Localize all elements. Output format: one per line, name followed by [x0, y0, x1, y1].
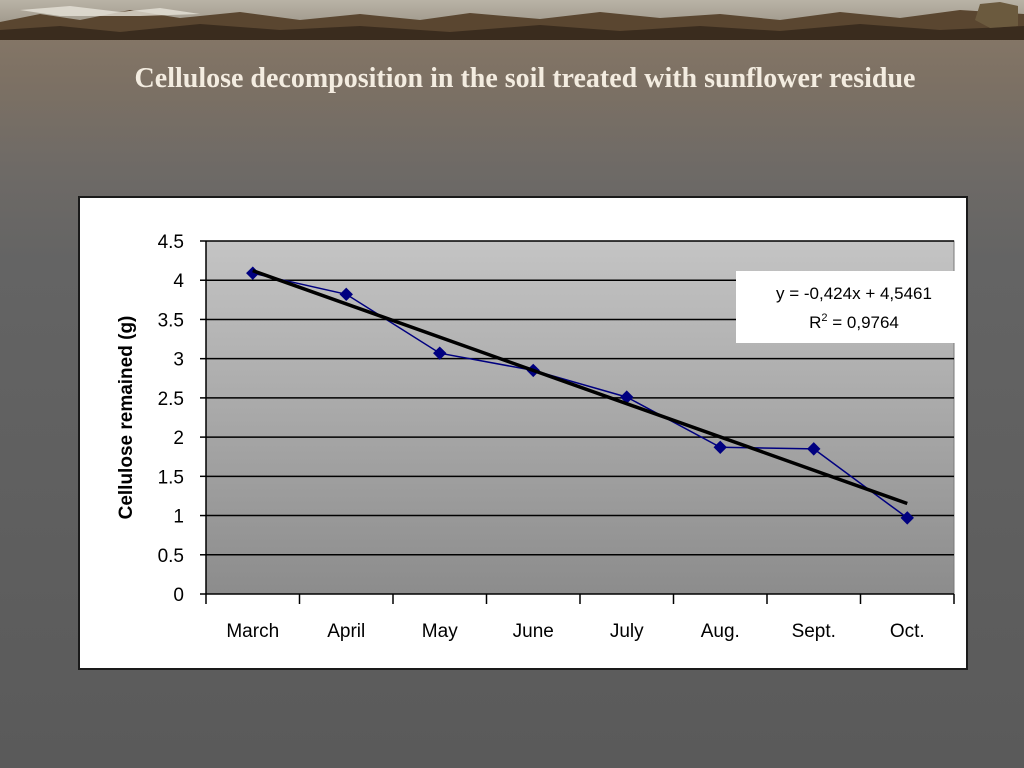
- data-point-marker: [713, 440, 727, 455]
- x-tick-label: June: [513, 621, 554, 642]
- trendline: [252, 268, 908, 506]
- y-tick-label: 2.5: [158, 389, 184, 410]
- slide-title: Cellulose decomposition in the soil trea…: [134, 63, 916, 94]
- x-tick-label: July: [610, 621, 644, 642]
- y-axis-title: Cellulose remained (g): [116, 316, 137, 520]
- series-line: [252, 272, 908, 519]
- data-point-marker: [900, 511, 914, 525]
- trend-layer: [252, 268, 908, 506]
- y-tick-label: 4.5: [158, 232, 184, 253]
- r-squared-value: = 0,9764: [828, 313, 899, 332]
- y-tick-label: 2: [173, 428, 184, 449]
- series-layer: [246, 266, 914, 525]
- x-tick-labels: March April May June July Aug. Sept. Oct.: [226, 621, 924, 642]
- x-tick-label: March: [226, 621, 279, 642]
- y-tick-label: 4: [173, 271, 184, 292]
- r-squared-superscript: 2: [821, 312, 827, 324]
- trendline-r-squared: R2 = 0,9764: [809, 312, 899, 332]
- y-tick-label: 3.5: [158, 310, 184, 331]
- y-tick-label: 0: [173, 585, 184, 606]
- axes: [205, 241, 955, 604]
- decorative-banner: [0, 0, 1024, 40]
- data-point-marker: [339, 287, 353, 302]
- trendline-equation-box: y = -0,424x + 4,5461 R2 = 0,9764: [736, 271, 966, 343]
- y-tick-label: 3: [173, 350, 184, 371]
- x-tick-label: Aug.: [701, 621, 740, 642]
- x-tick-label: April: [327, 621, 365, 642]
- line-chart: 0 0.5 1 1.5 2 2.5 3 3.5 4 4.5 March April May June Ju…: [116, 232, 966, 642]
- r-squared-prefix: R: [809, 313, 821, 332]
- data-point-marker: [433, 346, 447, 360]
- data-point-marker: [807, 442, 821, 456]
- equation-box-background: [736, 271, 966, 343]
- chart-frame: 0 0.5 1 1.5 2 2.5 3 3.5 4 4.5 March April May June Ju…: [78, 196, 968, 670]
- trendline-equation: y = -0,424x + 4,5461: [776, 284, 932, 303]
- y-tick-label: 0.5: [158, 546, 184, 567]
- x-tick-label: Oct.: [890, 621, 925, 642]
- x-tick-label: Sept.: [792, 621, 836, 642]
- y-tick-labels: 0 0.5 1 1.5 2 2.5 3 3.5 4 4.5: [158, 232, 185, 606]
- y-tick-label: 1: [173, 507, 184, 528]
- x-tick-label: May: [422, 621, 458, 642]
- y-tick-label: 1.5: [158, 467, 184, 488]
